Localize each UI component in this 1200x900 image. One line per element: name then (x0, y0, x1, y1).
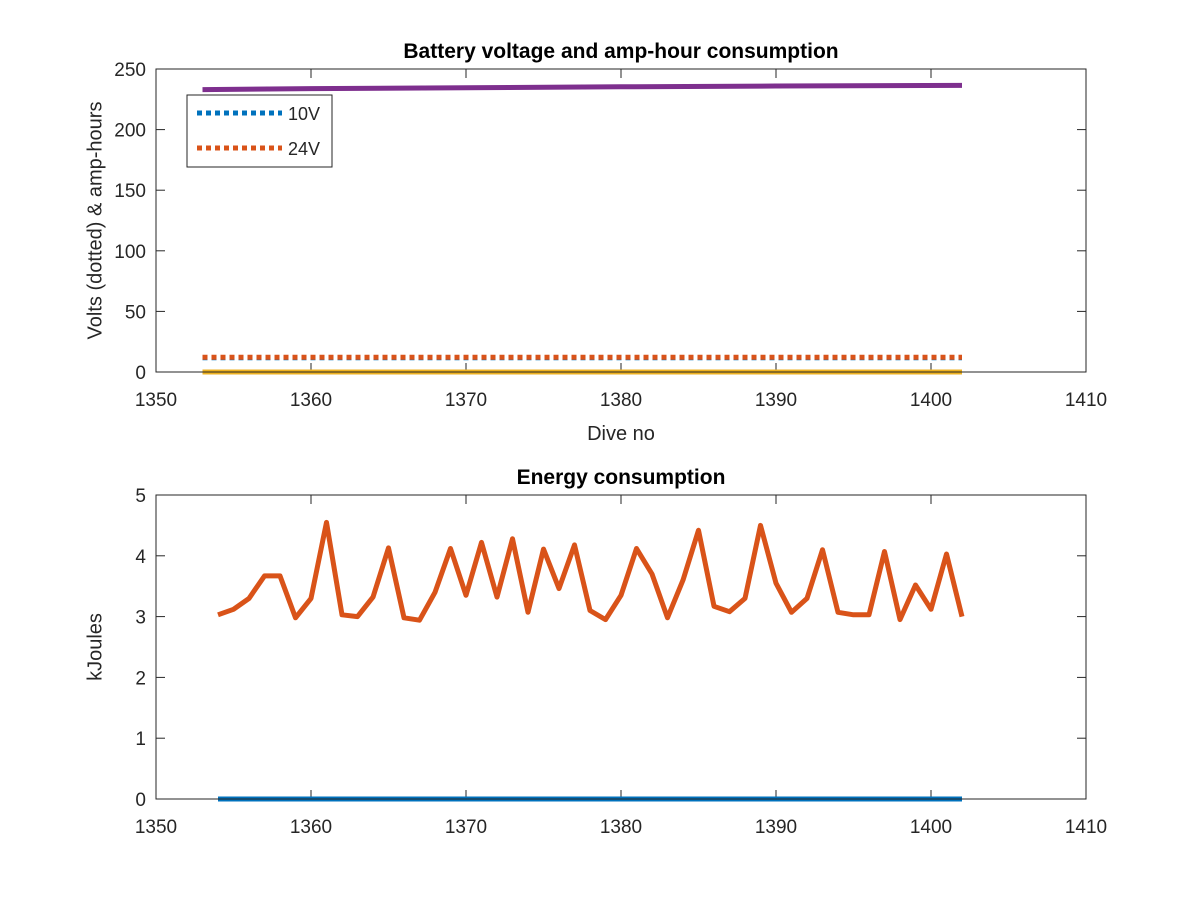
y-tick-label: 5 (135, 486, 146, 507)
voltage-amp-hour-axes: Battery voltage and amp-hour consumption… (84, 40, 1107, 445)
y-tick-label: 150 (114, 181, 146, 202)
plot-frame (155, 494, 1087, 800)
legend-label: 24V (288, 139, 320, 159)
x-axis-label: Dive no (587, 423, 655, 445)
x-tick-label: 1380 (600, 817, 642, 838)
y-tick-label: 4 (135, 547, 146, 568)
x-tick-label: 1390 (755, 390, 797, 411)
x-tick-label: 1350 (135, 817, 177, 838)
legend-box (186, 94, 333, 168)
x-tick-label: 1370 (445, 390, 487, 411)
x-tick-label: 1350 (135, 390, 177, 411)
y-tick-label: 1 (135, 729, 146, 750)
series-line (202, 82, 963, 93)
y-tick-label: 100 (114, 242, 146, 263)
x-tick-label: 1410 (1065, 817, 1107, 838)
x-tick-label: 1370 (445, 817, 487, 838)
series-line (217, 519, 965, 623)
x-tick-label: 1360 (290, 390, 332, 411)
legend-label: 10V (288, 104, 320, 124)
y-tick-label: 3 (135, 608, 146, 629)
y-axis-label: Volts (dotted) & amp-hours (84, 102, 106, 340)
y-tick-label: 250 (114, 60, 146, 81)
y-axis-label: kJoules (84, 613, 106, 681)
x-tick-label: 1360 (290, 817, 332, 838)
chart-title: Energy consumption (517, 466, 726, 489)
x-tick-label: 1400 (910, 817, 952, 838)
y-tick-label: 50 (125, 302, 146, 323)
chart-title: Battery voltage and amp-hour consumption (403, 40, 838, 63)
y-tick-label: 0 (135, 790, 146, 811)
plot-frame (155, 68, 1087, 373)
tick-group: 1350 1360 1370 1380 1390 1400 1410 0 1 2 3 4 5 (135, 486, 1107, 838)
x-tick-label: 1380 (600, 390, 642, 411)
x-tick-label: 1400 (910, 390, 952, 411)
energy-axes: Energy consumption kJoules 1350 1360 1370 1… (84, 466, 1107, 838)
legend: 10V 24V (186, 94, 333, 168)
x-tick-label: 1410 (1065, 390, 1107, 411)
tick-group: 1350 1360 1370 1380 1390 1400 1410 0 50 100 150 200… (114, 60, 1107, 411)
y-tick-label: 2 (135, 668, 146, 689)
x-tick-label: 1390 (755, 817, 797, 838)
series-group (217, 519, 965, 802)
y-tick-label: 200 (114, 121, 146, 142)
y-tick-label: 0 (135, 363, 146, 384)
